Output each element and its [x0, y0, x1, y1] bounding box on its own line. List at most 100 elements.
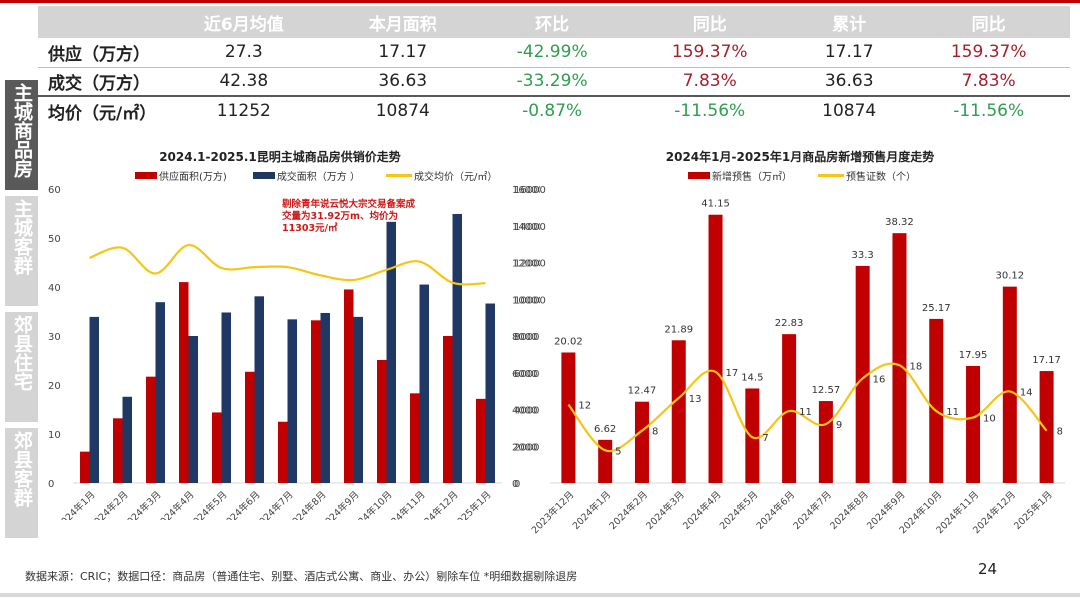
y2-tick-label: 4000	[512, 406, 537, 417]
page-number: 24	[978, 560, 998, 578]
y-tick-label: 40	[48, 283, 61, 294]
presale-bar	[892, 233, 907, 483]
bar-value-label: 12.57	[812, 385, 841, 396]
header-avg6: 近6月均值	[158, 6, 330, 38]
presale-bar	[671, 340, 686, 483]
summary-table: 近6月均值 本月面积 环比 同比 累计 同比 供应（万方） 27.3 17.17…	[38, 6, 1070, 125]
red-swatch-icon	[688, 172, 710, 179]
y-tick-label: 6000	[514, 369, 539, 380]
bar-value-label: 30.12	[996, 271, 1025, 282]
header-cum-yoy: 同比	[907, 6, 1070, 38]
presale-bar	[745, 388, 760, 483]
supply-bar	[377, 360, 387, 483]
legend-label: 成交面积（万方 ）	[276, 172, 360, 183]
table-row-price: 均价（元/㎡） 11252 10874 -0.87% -11.56% 10874…	[38, 95, 1070, 125]
x-tick-label: 2024年8月	[828, 489, 871, 532]
supply-bar	[278, 421, 288, 483]
side-tabs: 主城商品房 主城客群 郊县住宅 郊县客群	[5, 80, 38, 544]
y-tick-label: 16000	[514, 185, 546, 196]
deal-bar	[221, 312, 231, 483]
bar-value-label: 21.89	[664, 324, 693, 335]
line-value-label: 17	[726, 368, 739, 379]
line-value-label: 14	[1020, 387, 1033, 398]
tab-label: 郊县客群	[11, 431, 33, 507]
tab-county-housing[interactable]: 郊县住宅	[5, 312, 38, 422]
x-tick-label: 2024年3月	[644, 489, 687, 532]
row-label: 供应（万方）	[38, 38, 158, 68]
legend-item: 新增预售（万㎡）	[688, 168, 792, 183]
cell-yoy: -11.56%	[628, 95, 792, 125]
row-label: 均价（元/㎡）	[38, 95, 158, 125]
table-row-supply: 供应（万方） 27.3 17.17 -42.99% 159.37% 17.17 …	[38, 38, 1070, 68]
legend-item: 成交均价（元/㎡）	[386, 168, 497, 183]
deal-bar	[452, 213, 462, 484]
y-tick-label: 50	[48, 234, 61, 245]
cell-cum-yoy: 159.37%	[907, 38, 1070, 68]
cell-cum-yoy: -11.56%	[907, 95, 1070, 125]
presale-bar	[818, 401, 833, 483]
chart-annotation: 剔除青年说云悦大宗交易备案成交量为31.92万m、均价为11303元/㎡	[282, 199, 416, 234]
deal-bar	[419, 284, 429, 483]
cell-avg6: 42.38	[158, 67, 330, 97]
cell-avg6: 11252	[158, 95, 330, 125]
y-tick-label: 12000	[514, 259, 546, 270]
cell-month: 17.17	[329, 38, 476, 68]
header-blank	[38, 6, 158, 38]
x-tick-label: 2024年4月	[680, 489, 723, 532]
y2-tick-label: 6000	[512, 369, 537, 380]
y2-tick-label: 16000	[512, 185, 540, 196]
supply-bar	[311, 320, 321, 483]
y2-tick-label: 14000	[512, 222, 540, 233]
line-value-label: 13	[689, 394, 702, 405]
supply-bar	[344, 289, 354, 483]
y-tick-label: 14000	[514, 222, 546, 233]
presale-bar	[929, 318, 944, 483]
table-row-deal: 成交（万方） 42.38 36.63 -33.29% 7.83% 36.63 7…	[38, 67, 1070, 97]
tab-label: 主城客群	[11, 199, 33, 275]
legend-label: 预售证数（个）	[846, 172, 916, 183]
tab-label: 主城商品房	[11, 83, 33, 178]
cell-cum: 36.63	[791, 67, 908, 97]
right-chart-legend: 新增预售（万㎡） 预售证数（个）	[688, 168, 916, 183]
y-tick-label: 10	[48, 430, 61, 441]
y-tick-label: 60	[48, 185, 61, 196]
y-tick-label: 30	[48, 332, 61, 343]
supply-bar	[443, 336, 453, 483]
presale-bar	[782, 334, 797, 483]
x-tick-label: 2024年7月	[791, 489, 834, 532]
cell-month: 10874	[329, 95, 476, 125]
cell-mom: -0.87%	[475, 95, 629, 125]
presale-bar	[1039, 371, 1054, 483]
line-value-label: 16	[873, 374, 886, 385]
deal-bar	[287, 319, 297, 483]
tab-main-city-customers[interactable]: 主城客群	[5, 196, 38, 306]
supply-bar	[179, 282, 189, 483]
bar-value-label: 6.62	[594, 424, 616, 435]
tab-county-customers[interactable]: 郊县客群	[5, 428, 38, 538]
x-tick-label: 2025年1月	[1011, 489, 1054, 532]
right-chart-title: 2024年1月-2025年1月商品房新增预售月度走势	[665, 150, 935, 164]
y-tick-label: 0	[514, 479, 520, 490]
x-tick-label: 2024年1月	[570, 489, 613, 532]
cell-yoy: 159.37%	[628, 38, 792, 68]
tab-main-city-housing[interactable]: 主城商品房	[5, 80, 38, 190]
bar-value-label: 12.47	[628, 386, 657, 397]
y-tick-label: 20	[48, 381, 61, 392]
bar-value-label: 14.5	[741, 372, 763, 383]
legend-label: 新增预售（万㎡）	[712, 172, 792, 183]
deal-bar	[122, 396, 132, 483]
y-tick-label: 2000	[514, 442, 539, 453]
line-value-label: 11	[799, 407, 812, 418]
price-line	[89, 243, 486, 286]
legend-item: 供应面积(万方)	[135, 168, 227, 183]
deal-bar	[320, 312, 330, 483]
red-swatch-icon	[135, 172, 157, 179]
left-chart-title: 2024.1-2025.1昆明主城商品房供销价走势	[159, 150, 401, 164]
cell-avg6: 27.3	[158, 38, 330, 68]
line-value-label: 8	[1057, 427, 1063, 438]
y2-tick-label: 2000	[512, 442, 537, 453]
supply-bar	[245, 371, 255, 483]
left-chart: 0 10 20 30 40 50 60 0 2000 4000 6000 8000 10000 12000…	[48, 185, 540, 520]
footnote: 数据来源：CRIC；数据口径：商品房（普通住宅、别墅、酒店式公寓、商业、办公）剔…	[25, 570, 578, 583]
line-value-label: 10	[983, 414, 996, 425]
